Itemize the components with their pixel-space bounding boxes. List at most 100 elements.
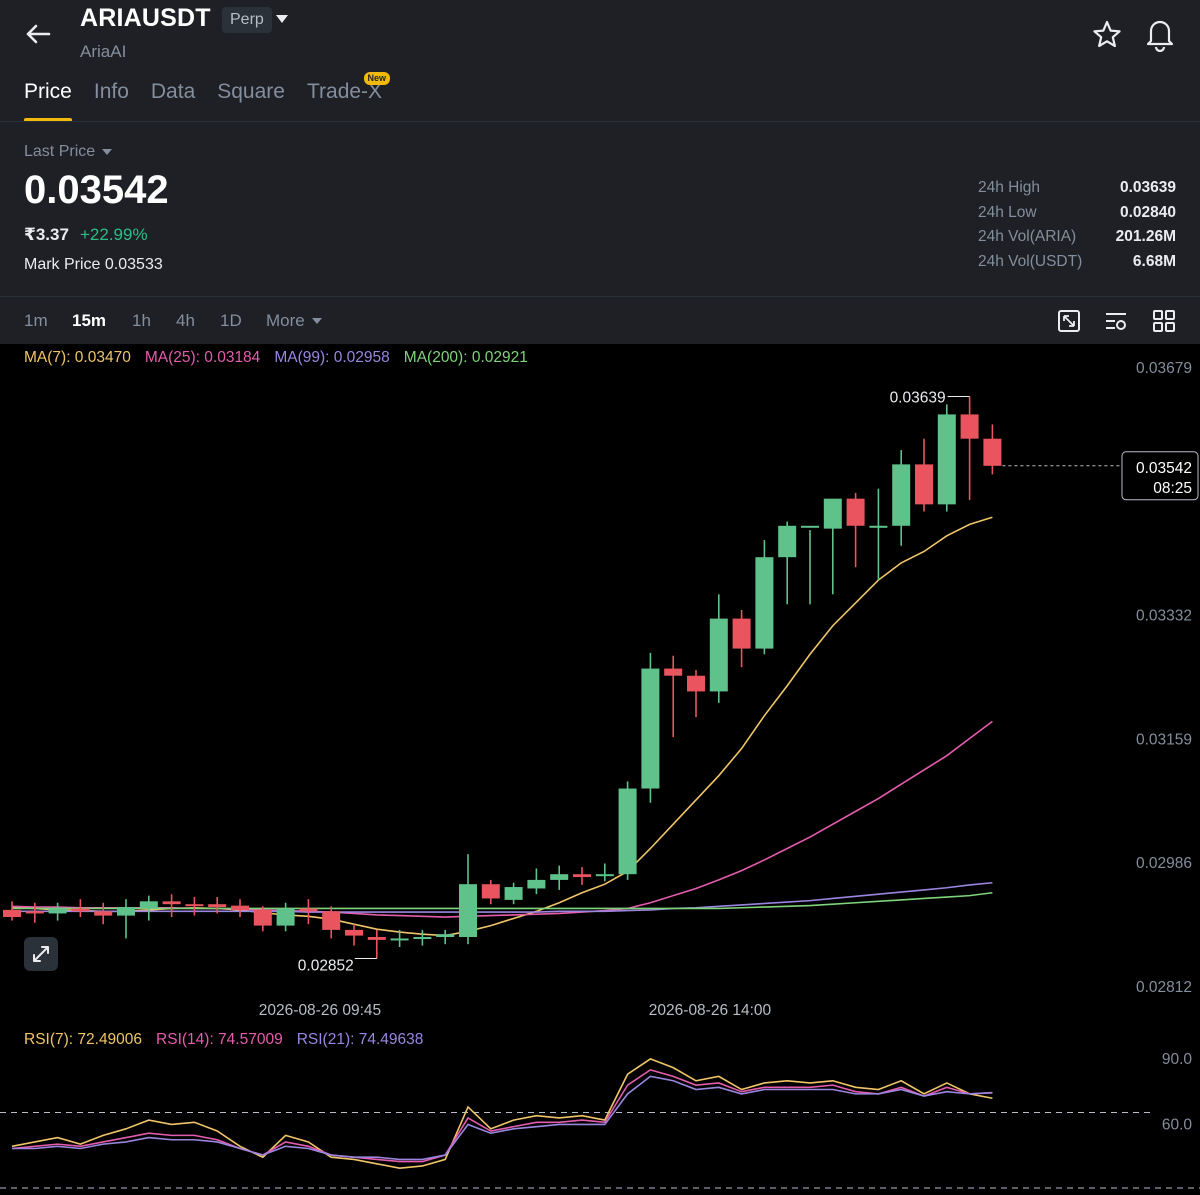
candle-body	[117, 907, 135, 916]
candle-body	[664, 668, 683, 676]
candle-body	[94, 911, 113, 916]
candle-body	[48, 908, 67, 914]
rsi7-legend: RSI(7): 72.49006	[24, 1031, 143, 1048]
tab-trade-x[interactable]: Trade-X New	[306, 72, 391, 122]
chevron-down-icon[interactable]	[274, 12, 290, 26]
tab-square-label: Square	[217, 80, 285, 103]
stat-24h-high: 24h High 0.03639	[978, 178, 1176, 203]
interval-1d[interactable]: 1D	[220, 311, 242, 330]
stat-24h-vol-usdt: 24h Vol(USDT) 6.68M	[978, 252, 1176, 277]
top-header: ARIAUSDT Perp AriaAI Price Info Data Squ…	[0, 0, 1200, 296]
interval-15m[interactable]: 15m	[72, 311, 107, 330]
ma99-line	[12, 881, 993, 913]
interval-4h[interactable]: 4h	[176, 311, 195, 330]
layout-grid-icon[interactable]	[1151, 308, 1177, 334]
chevron-down-icon	[311, 318, 322, 324]
candle-body	[709, 618, 728, 692]
stat-label: 24h Low	[978, 203, 1037, 221]
chart-settings-icon[interactable]	[1103, 308, 1129, 334]
rsi14-line	[11, 1068, 993, 1163]
candle-body	[276, 908, 295, 926]
stat-value: 201.26M	[1115, 228, 1176, 246]
mark-price: Mark Price 0.03533	[24, 256, 163, 274]
stat-24h-vol-aria: 24h Vol(ARIA) 201.26M	[978, 227, 1176, 252]
mark-price-value: 0.03533	[104, 256, 163, 273]
rsi-tick-label: 60.0	[1162, 1116, 1193, 1133]
ma200-legend: MA(200): 0.02921	[403, 349, 528, 366]
price-tick-label: 0.02986	[1136, 855, 1192, 872]
rsi7-line	[11, 1058, 993, 1169]
expand-chart-button[interactable]	[24, 937, 58, 971]
stat-value: 0.02840	[1119, 203, 1176, 221]
candle-body	[732, 618, 751, 649]
more-label: More	[266, 311, 305, 330]
stat-label: 24h Vol(ARIA)	[978, 228, 1077, 246]
candle-body	[595, 874, 614, 877]
candle-body	[322, 911, 341, 930]
candle-body	[983, 438, 1002, 466]
price-tick-label: 0.03332	[1136, 608, 1192, 625]
contract-type-badge: Perp	[222, 7, 272, 33]
candle-body	[778, 525, 797, 558]
candle-body	[915, 464, 933, 505]
expand-arrows-icon	[33, 946, 49, 962]
candle-body	[937, 414, 956, 505]
chart-fullscreen-icon[interactable]	[1056, 308, 1082, 334]
ma25-line	[11, 720, 993, 918]
candle-body	[253, 909, 272, 926]
interval-1m[interactable]: 1m	[24, 311, 48, 330]
tab-data-label: Data	[150, 80, 196, 103]
candle-body	[573, 874, 591, 878]
candle-body	[755, 557, 774, 649]
candle-body	[960, 414, 979, 439]
tab-price-label: Price	[24, 80, 72, 103]
candle-body	[3, 909, 21, 918]
new-badge: New	[363, 72, 391, 85]
tabs-divider	[0, 121, 1200, 122]
tab-info[interactable]: Info	[94, 78, 129, 122]
candle-body	[687, 675, 705, 692]
price-inr: ₹3.37	[24, 225, 69, 244]
candle-body	[550, 874, 569, 880]
tab-trade-x-label: Trade-X	[306, 80, 383, 103]
mark-price-label: Mark Price	[24, 256, 101, 273]
price-tick-label: 0.02812	[1136, 979, 1192, 996]
candle-body	[641, 668, 660, 789]
rsi14-legend: RSI(14): 74.57009	[156, 1031, 283, 1048]
interval-1h[interactable]: 1h	[132, 311, 151, 330]
candle-body	[185, 904, 204, 907]
chevron-down-icon	[102, 149, 113, 155]
candle-body	[869, 525, 888, 528]
stats-panel: 24h High 0.03639 24h Low 0.02840 24h Vol(A…	[978, 178, 1176, 276]
tab-price[interactable]: Price	[24, 78, 72, 122]
stat-value: 6.68M	[1132, 252, 1176, 270]
candle-body	[823, 498, 842, 529]
price-change-percent: +22.99%	[80, 225, 148, 244]
tab-square[interactable]: Square	[217, 78, 285, 122]
price-tick-label: 0.03159	[1136, 731, 1192, 748]
last-price-label: Last Price	[24, 143, 96, 160]
candle-body	[892, 464, 911, 526]
star-icon[interactable]	[1090, 18, 1124, 52]
stat-label: 24h High	[978, 179, 1041, 196]
back-button[interactable]	[18, 16, 58, 52]
high-marker-label: 0.03639	[890, 390, 946, 407]
bell-icon[interactable]	[1143, 16, 1177, 52]
time-axis-label: 2026-08-26 09:45	[259, 1002, 381, 1019]
last-price-selector[interactable]: Last Price	[24, 143, 113, 161]
interval-more-button[interactable]: More	[266, 311, 323, 331]
price-chart[interactable]: 0.03679 0.03332 0.03159 0.02986 0.02812 0.03…	[0, 344, 1200, 1195]
ma99-legend: MA(99): 0.02958	[274, 349, 390, 366]
candle-body	[208, 904, 227, 908]
candle-body	[390, 938, 409, 941]
rsi21-line	[12, 1075, 993, 1161]
last-price-value: 0.03542	[24, 168, 169, 212]
candle-body	[25, 911, 44, 914]
ma200-line	[12, 891, 993, 910]
candle-body	[413, 937, 432, 940]
interval-bar: 1m 15m 1h 4h 1D More	[0, 296, 1200, 344]
candle-body	[162, 901, 181, 905]
price-tick-label: 0.03679	[1136, 360, 1192, 377]
symbol-title[interactable]: ARIAUSDT	[80, 4, 211, 32]
tab-data[interactable]: Data	[151, 78, 195, 122]
